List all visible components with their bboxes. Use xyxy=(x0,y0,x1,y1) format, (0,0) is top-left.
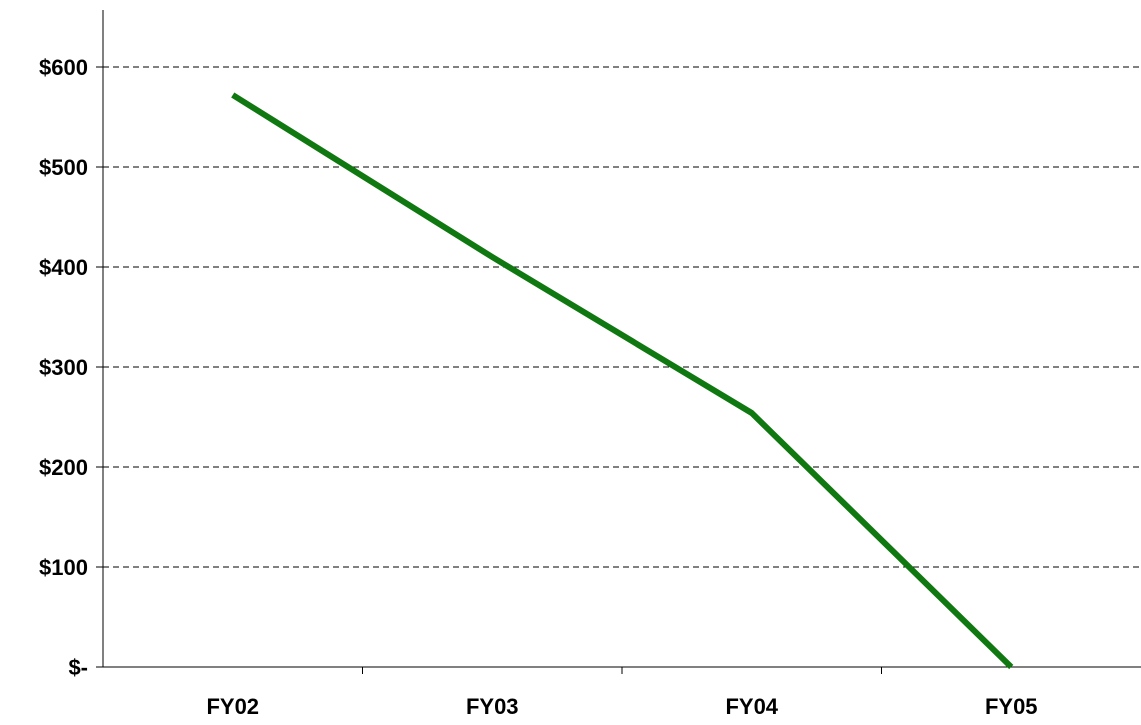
y-tick-label: $400 xyxy=(39,255,88,280)
y-tick-label: $300 xyxy=(39,355,88,380)
series-line xyxy=(231,92,1014,670)
y-tick-label: $500 xyxy=(39,155,88,180)
x-axis-ticks xyxy=(362,667,882,674)
x-tick-label: FY04 xyxy=(725,694,778,719)
series xyxy=(231,92,1014,670)
y-axis-tick-labels: $- $100 $200 $300 $400 $500 $600 xyxy=(39,55,88,680)
y-tick-label: $- xyxy=(68,655,88,680)
y-tick-label: $100 xyxy=(39,555,88,580)
gridlines xyxy=(96,66,1141,668)
y-tick-label: $200 xyxy=(39,455,88,480)
x-tick-label: FY03 xyxy=(466,694,519,719)
x-tick-label: FY02 xyxy=(206,694,259,719)
y-tick-label: $600 xyxy=(39,55,88,80)
x-axis-tick-labels: FY02 FY03 FY04 FY05 xyxy=(206,694,1037,719)
x-tick-label: FY05 xyxy=(985,694,1038,719)
